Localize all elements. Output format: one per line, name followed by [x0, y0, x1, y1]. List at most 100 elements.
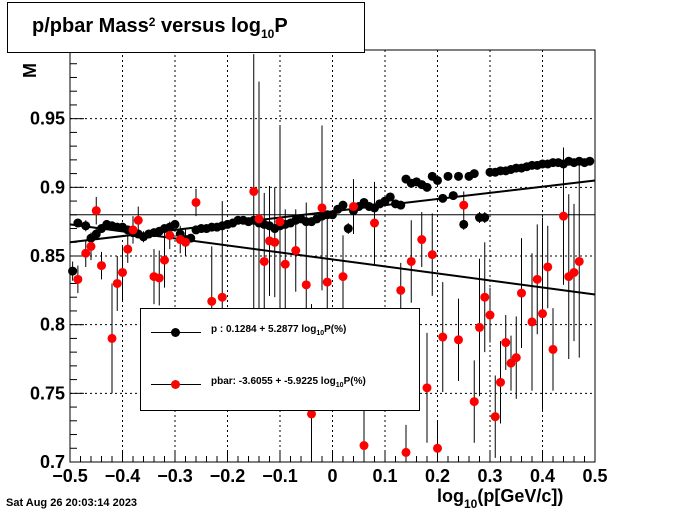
data-point-p	[422, 182, 432, 192]
data-point-p	[469, 169, 479, 179]
data-point-pbar	[406, 256, 416, 266]
data-point-pbar	[207, 296, 217, 306]
data-point-pbar	[165, 230, 175, 240]
y-tick-label: 0.7	[40, 452, 65, 472]
data-point-p	[338, 200, 348, 210]
data-point-pbar	[81, 248, 91, 258]
y-tick-label: 0.9	[40, 177, 65, 197]
data-point-pbar	[538, 309, 547, 319]
data-point-pbar	[154, 273, 164, 283]
data-point-pbar	[191, 197, 201, 207]
data-point-pbar	[459, 200, 469, 210]
x-tick-label: −0.2	[210, 466, 246, 486]
x-tick-label: −0.3	[157, 466, 193, 486]
data-point-pbar	[97, 261, 106, 271]
data-point-pbar	[475, 322, 484, 332]
data-point-pbar	[181, 237, 190, 247]
data-point-p	[459, 219, 469, 229]
legend-entry-p: p : 0.1284 + 5.2877 log10P(%)	[141, 318, 421, 348]
data-point-pbar	[532, 274, 542, 284]
legend-marker-p	[171, 328, 180, 337]
data-point-p	[438, 193, 448, 203]
data-point-pbar	[217, 292, 227, 302]
data-point-pbar	[291, 246, 301, 256]
data-point-p	[385, 192, 395, 202]
data-point-pbar	[574, 256, 584, 266]
data-point-pbar	[501, 338, 511, 348]
legend-text-p: p : 0.1284 + 5.2877 log10P(%)	[211, 324, 347, 337]
data-point-pbar	[417, 235, 427, 245]
data-point-pbar	[128, 225, 138, 235]
data-point-p	[396, 200, 406, 210]
data-point-pbar	[259, 256, 269, 266]
x-tick-label: 0.2	[425, 466, 450, 486]
data-point-pbar	[317, 203, 327, 213]
data-point-pbar	[527, 317, 537, 327]
data-point-pbar	[438, 332, 448, 342]
data-point-pbar	[73, 274, 83, 284]
data-point-pbar	[112, 278, 122, 288]
data-point-pbar	[160, 255, 169, 265]
fit-line-pbar	[69, 223, 596, 296]
x-axis-title: log10(p[GeV/c])	[437, 486, 564, 511]
data-point-pbar	[107, 333, 117, 343]
chart-title-box: p/pbar Mass2 versus log10P	[7, 2, 365, 53]
data-point-pbar	[469, 397, 479, 407]
data-point-pbar	[454, 335, 463, 345]
data-point-p	[170, 219, 180, 229]
data-point-p	[448, 191, 458, 201]
data-point-p	[480, 213, 490, 223]
data-point-pbar	[322, 277, 332, 287]
legend-marker-pbar	[171, 380, 180, 389]
x-tick-label: −0.1	[262, 466, 298, 486]
data-point-p	[343, 224, 353, 234]
data-point-pbar	[91, 206, 101, 216]
data-point-pbar	[511, 353, 521, 363]
x-tick-label: −0.4	[105, 466, 141, 486]
data-point-pbar	[543, 262, 553, 272]
y-axis-title: M	[20, 63, 40, 78]
data-point-pbar	[307, 409, 316, 419]
x-tick-label: 0.5	[582, 466, 607, 486]
data-point-pbar	[548, 344, 558, 354]
y-tick-label: 0.8	[40, 315, 65, 335]
data-point-pbar	[275, 217, 285, 227]
data-point-pbar	[301, 280, 311, 290]
data-point-pbar	[338, 272, 348, 282]
data-point-pbar	[559, 211, 568, 221]
legend-text-pbar: pbar: -3.6055 + -5.9225 log10P(%)	[211, 376, 366, 389]
data-point-p	[585, 156, 595, 166]
x-tick-label: 0.4	[530, 466, 555, 486]
chart-title: p/pbar Mass2 versus log10P	[32, 15, 288, 41]
data-point-pbar	[517, 288, 526, 298]
data-point-pbar	[270, 237, 280, 247]
legend-entry-pbar: pbar: -3.6055 + -5.9225 log10P(%)	[141, 370, 421, 400]
data-point-pbar	[422, 383, 432, 393]
data-point-pbar	[118, 267, 127, 277]
data-point-pbar	[359, 441, 369, 451]
x-tick-label: 0.3	[477, 466, 502, 486]
data-point-pbar	[485, 310, 495, 320]
data-point-p	[68, 266, 78, 276]
data-point-pbar	[427, 250, 437, 260]
data-point-p	[433, 175, 442, 185]
data-point-pbar	[86, 241, 96, 251]
data-point-pbar	[254, 214, 264, 224]
data-point-pbar	[490, 412, 500, 422]
x-tick-label: −0.5	[52, 466, 88, 486]
data-point-pbar	[480, 292, 490, 302]
y-tick-label: 0.85	[30, 246, 65, 266]
y-tick-label: 0.95	[30, 109, 65, 129]
data-point-pbar	[123, 244, 133, 254]
legend: p : 0.1284 + 5.2877 log10P(%) pbar: -3.6…	[140, 308, 420, 411]
data-point-pbar	[280, 259, 290, 269]
data-point-pbar	[433, 443, 442, 453]
x-tick-label: 0.1	[372, 466, 397, 486]
data-point-p	[454, 171, 463, 181]
data-point-pbar	[569, 267, 579, 277]
data-point-pbar	[496, 377, 505, 387]
data-point-pbar	[370, 218, 379, 228]
data-point-pbar	[401, 447, 411, 457]
y-tick-label: 0.75	[30, 383, 65, 403]
